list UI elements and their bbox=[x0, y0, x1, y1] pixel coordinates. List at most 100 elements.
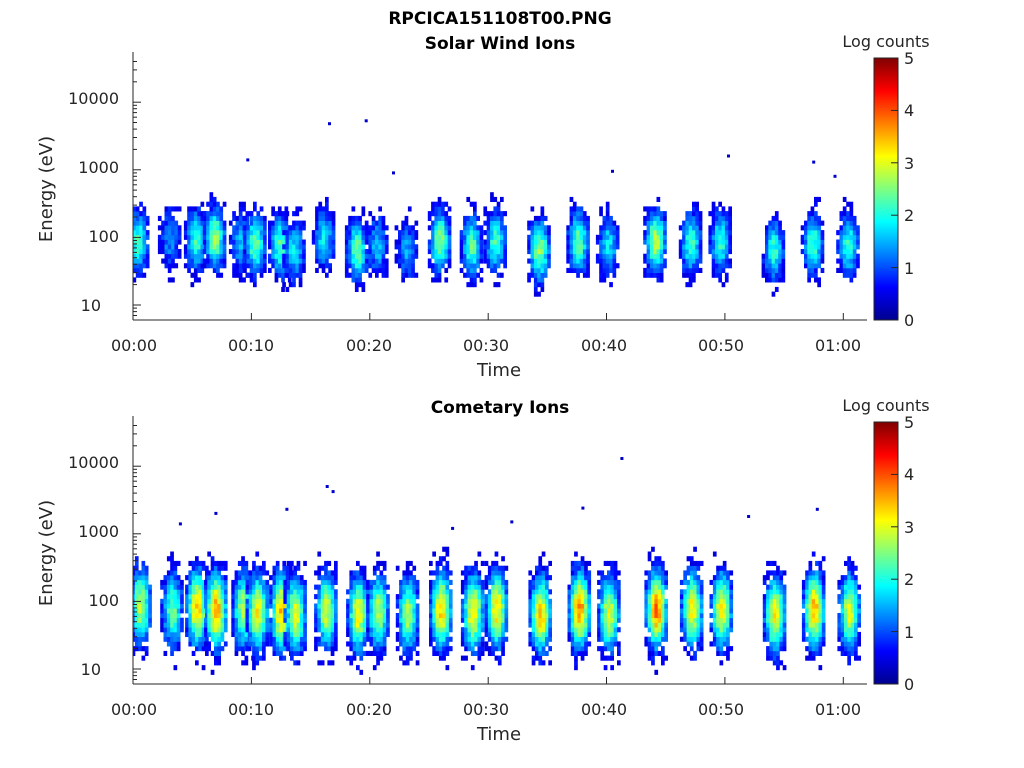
spectrogram-cell bbox=[545, 650, 549, 656]
spectrogram-cell bbox=[535, 570, 539, 576]
spectrogram-cell bbox=[324, 641, 328, 647]
spectrogram-cell bbox=[334, 598, 338, 604]
spectrogram-cell bbox=[432, 579, 436, 585]
spectrogram-cell bbox=[537, 258, 541, 264]
spectrogram-cell bbox=[501, 646, 505, 652]
spectrogram-cell bbox=[195, 575, 199, 581]
spectrogram-cell bbox=[292, 258, 296, 264]
spectrogram-cell bbox=[282, 646, 287, 652]
spectrogram-cell bbox=[722, 589, 727, 595]
spectrogram-cell bbox=[198, 594, 202, 600]
spectrogram-cell bbox=[569, 239, 574, 245]
spectrogram-cell bbox=[214, 660, 218, 666]
spectrogram-cell bbox=[811, 650, 816, 656]
spectrogram-cell bbox=[327, 627, 332, 633]
spectrogram-cell bbox=[234, 598, 239, 604]
spectrogram-cell bbox=[173, 570, 178, 576]
spectrogram-cell bbox=[781, 239, 786, 245]
spectrogram-cell bbox=[459, 258, 464, 264]
spectrogram-cell bbox=[602, 244, 607, 250]
spectrogram-cell bbox=[776, 665, 780, 671]
spectrogram-cell bbox=[429, 589, 433, 595]
spectrogram-cell bbox=[493, 215, 498, 221]
spectrogram-cell bbox=[286, 613, 291, 619]
spectrogram-cell bbox=[409, 579, 413, 585]
spectrogram-cell bbox=[607, 646, 611, 652]
spectrogram-cell bbox=[779, 589, 784, 595]
spectrogram-cell bbox=[541, 589, 546, 595]
spectrogram-cell bbox=[258, 641, 263, 647]
spectrogram-cell bbox=[473, 267, 477, 273]
spectrogram-cell bbox=[359, 646, 364, 652]
spectrogram-cell bbox=[617, 584, 621, 590]
spectrogram-cell bbox=[580, 570, 585, 576]
spectrogram-cell bbox=[765, 249, 769, 255]
spectrogram-cell bbox=[352, 627, 357, 633]
spectrogram-cell bbox=[719, 627, 724, 633]
spectrogram-cell bbox=[693, 565, 697, 571]
spectrogram-cell bbox=[772, 627, 777, 633]
spectrogram-cell bbox=[219, 253, 224, 259]
spectrogram-cell bbox=[728, 249, 732, 255]
spectrogram-cell bbox=[321, 249, 326, 255]
spectrogram-cell bbox=[715, 258, 719, 264]
spectrogram-cell bbox=[279, 641, 283, 647]
spectrogram-cell bbox=[678, 253, 683, 259]
spectrogram-cell bbox=[487, 650, 492, 656]
spectrogram-cell bbox=[412, 603, 417, 609]
spectrogram-cell bbox=[311, 234, 316, 240]
spectrogram-cell bbox=[607, 631, 611, 637]
spectrogram-cell bbox=[384, 258, 389, 264]
spectrogram-cell bbox=[541, 551, 546, 557]
spectrogram-cell bbox=[609, 220, 613, 226]
spectrogram-cell bbox=[296, 631, 301, 637]
spectrogram-cell bbox=[527, 277, 531, 283]
spectrogram-cell bbox=[163, 627, 168, 633]
spectrogram-cell bbox=[814, 211, 818, 217]
spectrogram-cell bbox=[395, 622, 400, 628]
spectrogram-cell bbox=[656, 196, 661, 202]
spectrogram-cell bbox=[709, 622, 714, 628]
spectrogram-cell bbox=[712, 641, 717, 647]
spectrogram-cell bbox=[664, 584, 668, 590]
spectrogram-cell bbox=[170, 565, 174, 571]
spectrogram-cell bbox=[574, 631, 578, 637]
spectrogram-cell bbox=[201, 613, 206, 619]
spectrogram-cell bbox=[315, 253, 319, 259]
spectrogram-cell bbox=[381, 234, 386, 240]
spectrogram-cell bbox=[207, 641, 211, 647]
spectrogram-cell bbox=[686, 598, 691, 604]
spectrogram-cell bbox=[476, 244, 480, 250]
spectrogram-cell bbox=[133, 206, 137, 212]
spectrogram-cell bbox=[545, 594, 549, 600]
spectrogram-cell bbox=[540, 230, 545, 236]
spectrogram-cell bbox=[477, 608, 482, 614]
spectrogram-cell bbox=[188, 579, 193, 585]
spectrogram-cell bbox=[693, 617, 697, 623]
spectrogram-cell bbox=[533, 277, 538, 283]
spectrogram-cell bbox=[327, 608, 332, 614]
spectrogram-cell bbox=[359, 613, 364, 619]
spectrogram-cell bbox=[234, 575, 239, 581]
spectrogram-cell bbox=[164, 239, 169, 245]
spectrogram-cell bbox=[409, 598, 413, 604]
spectrogram-cell bbox=[580, 646, 585, 652]
spectrogram-cell bbox=[820, 267, 825, 273]
spectrogram-cell bbox=[274, 220, 279, 226]
spectrogram-cell bbox=[401, 230, 405, 236]
spectrogram-cell bbox=[299, 575, 304, 581]
spectrogram-cell bbox=[356, 636, 360, 642]
spectrogram-cell bbox=[467, 579, 472, 585]
spectrogram-cell bbox=[376, 646, 380, 652]
spectrogram-cell bbox=[716, 646, 720, 652]
spectrogram-cell bbox=[290, 603, 294, 609]
spectrogram-cell bbox=[144, 584, 149, 590]
spectrogram-cell bbox=[654, 565, 659, 571]
spectrogram-cell bbox=[437, 215, 442, 221]
spectrogram-cell bbox=[808, 598, 813, 604]
spectrogram-cell bbox=[191, 636, 196, 642]
spectrogram-cell bbox=[716, 617, 720, 623]
spectrogram-cell bbox=[597, 570, 601, 576]
spectrogram-cell bbox=[491, 560, 495, 566]
spectrogram-cell bbox=[431, 263, 435, 269]
